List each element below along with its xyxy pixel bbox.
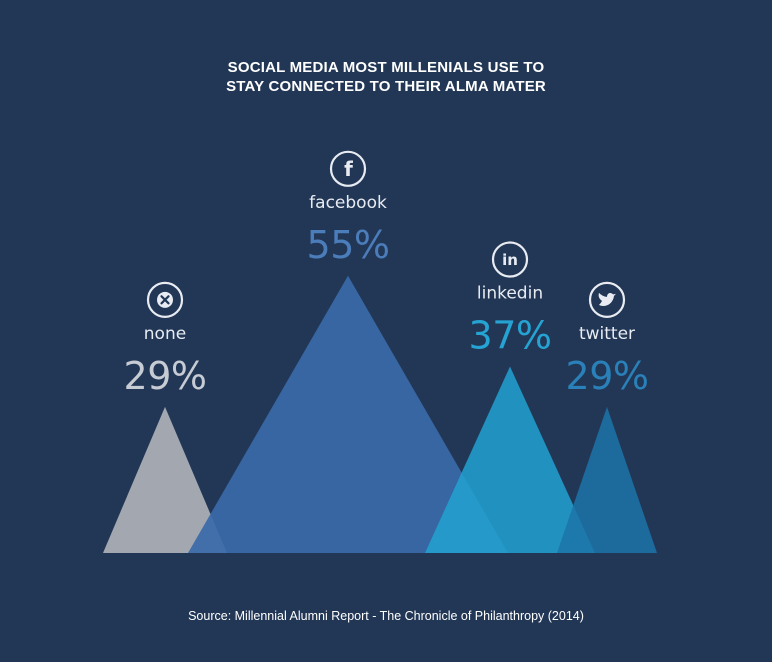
chart-peaks bbox=[103, 275, 657, 553]
chart-title-line-2: STAY CONNECTED TO THEIR ALMA MATER bbox=[226, 78, 546, 95]
chart-labels: 29% none 55% facebook f 37% linkedin in 29% twitt… bbox=[124, 150, 649, 398]
value-label-twitter: 29% bbox=[566, 354, 649, 398]
svg-text:in: in bbox=[502, 251, 518, 269]
peak-twitter bbox=[557, 406, 657, 553]
chart-title-line-1: SOCIAL MEDIA MOST MILLENIALS USE TO bbox=[227, 59, 545, 76]
peak-facebook bbox=[188, 275, 508, 553]
value-label-linkedin: 37% bbox=[469, 314, 552, 358]
linkedin-icon: in bbox=[491, 241, 529, 278]
value-label-none: 29% bbox=[124, 354, 207, 398]
chart-title: SOCIAL MEDIA MOST MILLENIALS USE TO STAY… bbox=[0, 58, 772, 96]
source-note: Source: Millennial Alumni Report - The C… bbox=[188, 609, 584, 623]
close-icon bbox=[146, 281, 184, 318]
category-label-none: none bbox=[144, 324, 186, 344]
peak-none bbox=[103, 406, 227, 553]
facebook-icon: f bbox=[329, 150, 367, 187]
peak-linkedin bbox=[425, 366, 595, 553]
category-label-facebook: facebook bbox=[309, 193, 387, 213]
category-label-linkedin: linkedin bbox=[477, 284, 543, 304]
twitter-icon bbox=[588, 281, 626, 318]
svg-text:f: f bbox=[344, 157, 353, 181]
value-label-facebook: 55% bbox=[307, 223, 390, 267]
category-label-twitter: twitter bbox=[579, 324, 635, 344]
